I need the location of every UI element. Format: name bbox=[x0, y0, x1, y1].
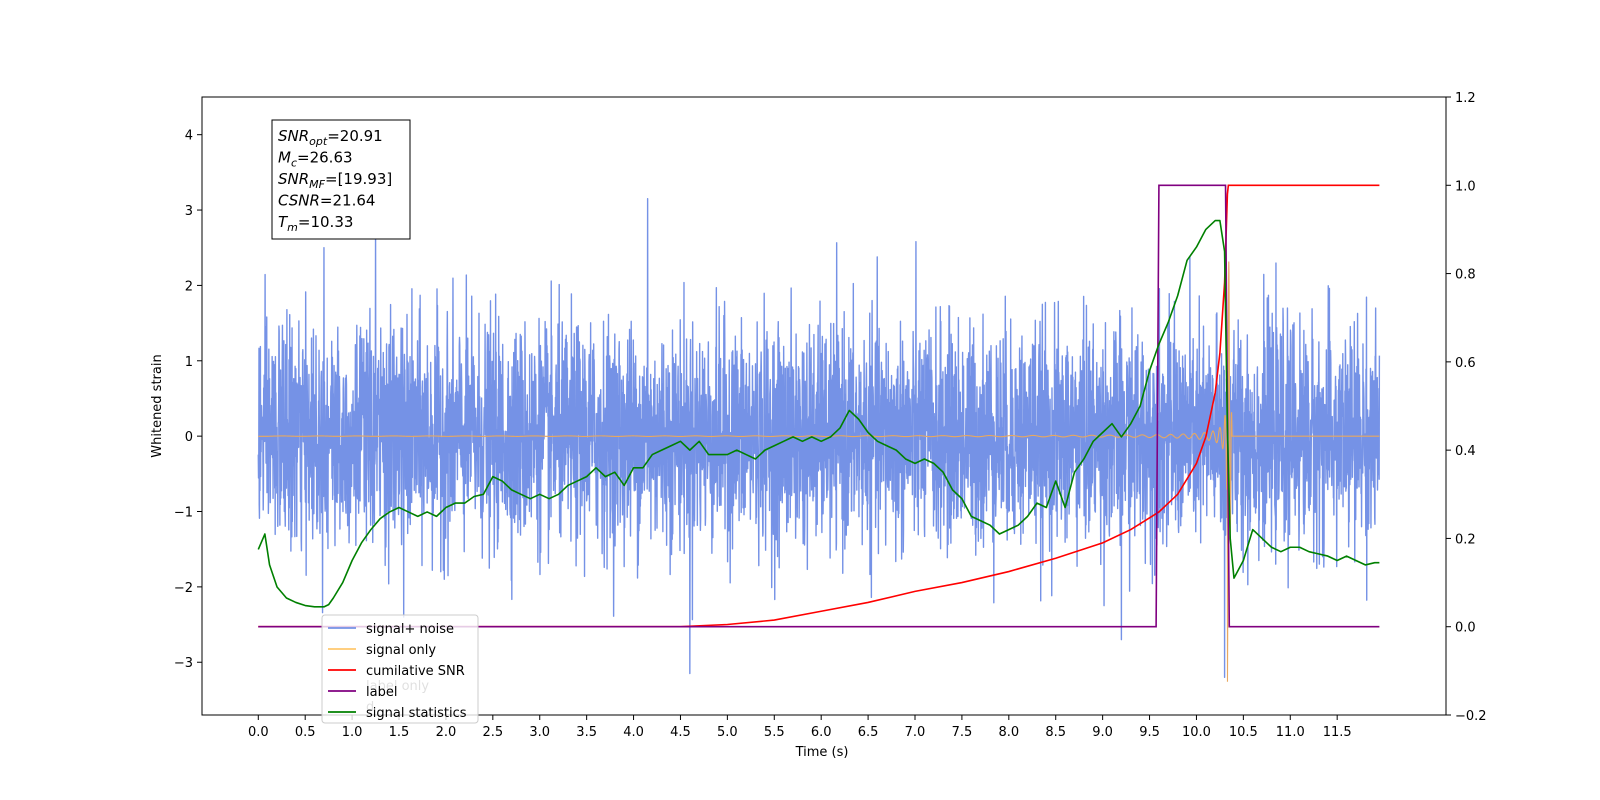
info-box-subscript: MF bbox=[309, 178, 325, 191]
x-tick-label: 0.5 bbox=[295, 725, 316, 740]
y-tick-label: −2 bbox=[174, 581, 193, 596]
legend-label: signal+ noise bbox=[366, 622, 454, 637]
x-tick-label: 6.5 bbox=[858, 725, 879, 740]
x-tick-label: 7.0 bbox=[905, 725, 926, 740]
legend: label only d signal+ noise signal only cum… bbox=[321, 614, 479, 724]
info-box-value: =10.33 bbox=[298, 213, 354, 231]
x-tick-label: 1.5 bbox=[389, 725, 410, 740]
x-tick-label: 9.5 bbox=[1139, 725, 1160, 740]
cumulative-snr-series-line bbox=[258, 184, 1380, 628]
y-tick-label: −3 bbox=[174, 656, 193, 671]
y2-tick-label: 0.0 bbox=[1455, 621, 1476, 636]
info-box-symbol: SNR bbox=[278, 127, 309, 145]
x-tick-label: 3.0 bbox=[529, 725, 550, 740]
x-tick-label: 10.5 bbox=[1229, 725, 1258, 740]
y-tick-label: 1 bbox=[185, 355, 193, 370]
y-tick-label: 4 bbox=[185, 129, 193, 144]
info-box-line: Mc=26.63 bbox=[278, 149, 353, 170]
y-tick-label: 0 bbox=[185, 430, 193, 445]
signal-only-series-line bbox=[258, 261, 1380, 682]
y2-tick-label: 0.2 bbox=[1455, 532, 1476, 547]
y-tick-label: 3 bbox=[185, 204, 193, 219]
info-box-line: CSNR=21.64 bbox=[278, 192, 375, 210]
x-tick-label: 11.0 bbox=[1276, 725, 1305, 740]
x-tick-label: 5.0 bbox=[717, 725, 738, 740]
y-axis-ticks: 4 3 2 1 0 −1 −2 −3 bbox=[174, 129, 202, 671]
legend-label: signal only bbox=[366, 643, 436, 658]
y-tick-label: −1 bbox=[174, 506, 193, 521]
info-box-symbol: M bbox=[278, 149, 291, 167]
signal-noise-series-line bbox=[257, 198, 1381, 679]
info-box-value: =20.91 bbox=[327, 127, 383, 145]
y2-tick-label: 1.0 bbox=[1455, 179, 1476, 194]
legend-frame bbox=[321, 614, 479, 724]
label-series-line bbox=[258, 184, 1380, 628]
legend-label: label bbox=[366, 685, 397, 700]
parameter-info-box: SNRopt=20.91Mc=26.63SNRMF=[19.93]CSNR=21… bbox=[271, 119, 411, 240]
y-tick-label: 2 bbox=[185, 279, 193, 294]
info-box-subscript: m bbox=[287, 221, 298, 234]
x-axis-label: Time (s) bbox=[795, 745, 849, 760]
info-box-line: SNRopt=20.91 bbox=[278, 127, 383, 148]
x-tick-label: 11.5 bbox=[1323, 725, 1352, 740]
y2-tick-label: 0.8 bbox=[1455, 268, 1476, 283]
x-tick-label: 5.5 bbox=[764, 725, 785, 740]
plot-area bbox=[257, 184, 1381, 682]
legend-ghost-text-2: d bbox=[366, 700, 374, 715]
x-tick-label: 3.5 bbox=[576, 725, 597, 740]
info-box-line: SNRMF=[19.93] bbox=[278, 170, 392, 191]
info-box-line: Tm=10.33 bbox=[278, 213, 353, 234]
x-tick-label: 1.0 bbox=[342, 725, 363, 740]
info-box-symbol: SNR bbox=[278, 170, 309, 188]
x-tick-label: 8.0 bbox=[998, 725, 1019, 740]
x-tick-label: 10.0 bbox=[1182, 725, 1211, 740]
signal-statistics-series-line bbox=[257, 219, 1380, 608]
legend-label: cumilative SNR bbox=[366, 664, 465, 679]
info-box-frame bbox=[271, 119, 411, 240]
x-tick-label: 8.5 bbox=[1045, 725, 1066, 740]
x-axis-ticks: 0.0 0.5 1.0 1.5 2.0 2.5 3.0 3.5 4.0 4.5 5.0 5.5 6.0 6… bbox=[248, 715, 1352, 740]
x-tick-label: 7.5 bbox=[952, 725, 973, 740]
info-box-value: =[19.93] bbox=[325, 170, 392, 188]
x-tick-label: 2.0 bbox=[436, 725, 457, 740]
x-tick-label: 0.0 bbox=[248, 725, 269, 740]
legend-ghost-text: label only bbox=[366, 679, 429, 694]
secondary-y-axis-ticks: 1.2 1.0 0.8 0.6 0.4 0.2 0.0 −0.2 bbox=[1446, 91, 1487, 724]
x-tick-label: 6.0 bbox=[811, 725, 832, 740]
x-tick-label: 4.0 bbox=[623, 725, 644, 740]
info-box-symbol: T bbox=[278, 213, 289, 231]
legend-label: signal statistics bbox=[366, 706, 467, 721]
x-tick-label: 9.0 bbox=[1092, 725, 1113, 740]
info-box-value: =26.63 bbox=[297, 149, 353, 167]
info-box-value: =21.64 bbox=[320, 192, 376, 210]
info-box-symbol: CSNR bbox=[278, 192, 320, 210]
y2-tick-label: 0.4 bbox=[1455, 444, 1476, 459]
info-box-subscript: opt bbox=[309, 135, 328, 148]
y2-tick-label: 0.6 bbox=[1455, 356, 1476, 371]
axes-frame bbox=[201, 96, 1447, 716]
info-box-subscript: c bbox=[291, 157, 297, 170]
y-axis-label: Whitened strain bbox=[150, 354, 165, 457]
x-tick-label: 4.5 bbox=[670, 725, 691, 740]
x-tick-label: 2.5 bbox=[482, 725, 503, 740]
y2-tick-label: 1.2 bbox=[1455, 91, 1476, 106]
y2-tick-label: −0.2 bbox=[1455, 709, 1487, 724]
